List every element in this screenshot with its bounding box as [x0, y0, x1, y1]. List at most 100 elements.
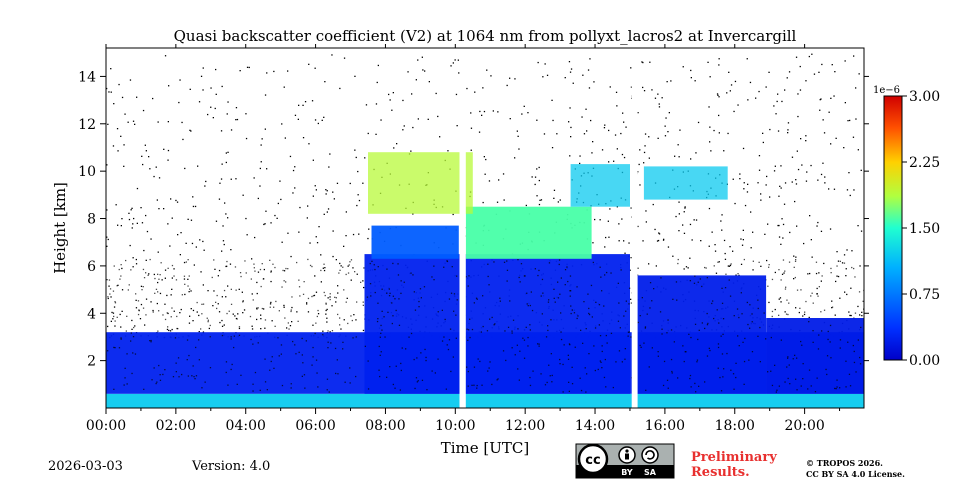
noise-dot: [264, 319, 267, 321]
noise-dot: [291, 306, 293, 309]
noise-dot: [168, 329, 170, 332]
noise-dot: [828, 188, 830, 190]
noise-dot: [706, 324, 709, 326]
noise-dot: [850, 314, 852, 317]
noise-dot: [277, 202, 279, 205]
noise-dot: [326, 389, 328, 391]
noise-dot: [743, 258, 745, 261]
noise-dot: [743, 182, 745, 184]
x-tick-label: 00:00: [86, 418, 126, 434]
noise-dot: [540, 373, 542, 375]
noise-dot: [343, 57, 346, 59]
noise-dot: [566, 266, 568, 268]
noise-dot: [290, 383, 292, 385]
noise-dot: [544, 63, 546, 65]
noise-dot: [742, 147, 745, 150]
noise-dot: [178, 101, 180, 104]
noise-dot: [587, 69, 590, 71]
noise-dot: [159, 379, 162, 381]
noise-dot: [568, 61, 571, 63]
noise-dot: [331, 330, 334, 332]
noise-dot: [849, 314, 851, 317]
noise-dot: [659, 311, 662, 313]
noise-dot: [740, 263, 743, 265]
noise-dot: [795, 256, 797, 258]
noise-dot: [857, 305, 859, 308]
noise-dot: [701, 322, 703, 324]
noise-dot: [529, 329, 531, 331]
noise-dot: [230, 303, 233, 305]
noise-dot: [729, 295, 732, 297]
noise-dot: [557, 201, 559, 203]
noise-dot: [280, 198, 282, 201]
noise-dot: [266, 168, 268, 170]
noise-dot: [839, 339, 842, 341]
noise-dot: [200, 75, 203, 77]
noise-dot: [179, 79, 181, 81]
noise-dot: [192, 320, 194, 322]
noise-dot: [357, 170, 359, 173]
colorbar-gradient: [883, 95, 903, 361]
noise-dot: [553, 288, 555, 290]
noise-dot: [770, 370, 772, 372]
noise-dot: [599, 266, 601, 268]
noise-dot: [456, 299, 458, 301]
noise-dot: [787, 313, 789, 316]
noise-dot: [234, 266, 237, 268]
noise-dot: [108, 279, 111, 281]
noise-dot: [729, 246, 731, 248]
noise-dot: [784, 182, 787, 184]
noise-dot: [523, 339, 526, 341]
noise-dot: [527, 112, 529, 114]
noise-dot: [301, 375, 303, 377]
noise-dot: [536, 168, 538, 170]
noise-dot: [339, 262, 341, 265]
noise-dot: [470, 127, 473, 129]
noise-dot: [221, 334, 224, 337]
noise-dot: [110, 296, 112, 298]
noise-dot: [444, 318, 446, 321]
noise-dot: [624, 252, 626, 254]
noise-dot: [836, 275, 838, 277]
noise-dot: [176, 315, 178, 318]
noise-dot: [237, 313, 239, 315]
noise-dot: [299, 295, 301, 297]
noise-dot: [747, 183, 749, 185]
noise-dot: [594, 369, 596, 372]
noise-dot: [740, 292, 742, 294]
noise-dot: [740, 238, 742, 240]
noise-dot: [837, 275, 840, 278]
noise-dot: [289, 155, 292, 158]
noise-dot: [342, 348, 344, 350]
noise-dot: [281, 241, 283, 243]
noise-dot: [821, 330, 823, 332]
noise-dot: [253, 263, 255, 265]
noise-dot: [661, 97, 663, 99]
noise-dot: [121, 267, 123, 270]
noise-dot: [639, 344, 641, 347]
noise-dot: [534, 176, 537, 178]
noise-dot: [306, 303, 308, 305]
noise-dot: [403, 281, 405, 283]
noise-dot: [787, 132, 789, 134]
noise-dot: [795, 183, 798, 185]
noise-dot: [606, 342, 608, 344]
noise-dot: [147, 274, 149, 276]
noise-dot: [789, 383, 791, 385]
noise-dot: [570, 305, 572, 307]
noise-dot: [491, 383, 493, 386]
noise-dot: [623, 156, 626, 159]
noise-dot: [376, 81, 378, 84]
noise-dot: [302, 362, 304, 364]
noise-dot: [752, 260, 754, 262]
noise-dot: [175, 279, 178, 281]
noise-dot: [174, 337, 177, 339]
noise-dot: [483, 110, 486, 113]
noise-dot: [666, 81, 668, 83]
noise-dot: [603, 376, 606, 379]
noise-dot: [720, 335, 722, 337]
noise-dot: [831, 306, 834, 308]
noise-dot: [768, 301, 770, 304]
noise-dot: [164, 303, 166, 305]
noise-dot: [334, 296, 336, 298]
